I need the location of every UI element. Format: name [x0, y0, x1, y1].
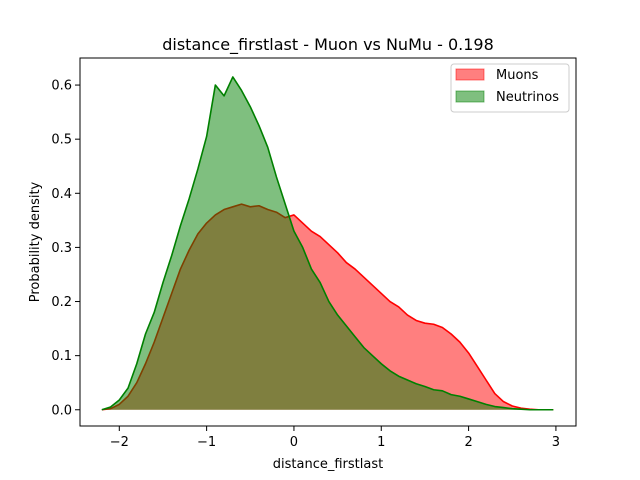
y-tick-label: 0.3 [51, 241, 72, 256]
legend-swatch-neutrinos [455, 90, 485, 103]
legend-label-muons: Muons [496, 68, 539, 83]
y-tick-label: 0.5 [51, 133, 72, 148]
series-layer [101, 76, 554, 411]
x-tick-label: 2 [464, 435, 472, 450]
y-tick-label: 0.2 [51, 295, 72, 310]
x-tick-label: 3 [552, 435, 560, 450]
x-tick-label: 0 [290, 435, 298, 450]
y-tick-label: 0.1 [51, 349, 72, 364]
y-tick-label: 0.6 [51, 79, 72, 94]
legend-swatch-muons [455, 68, 485, 81]
y-tick-label: 0.4 [51, 187, 72, 202]
x-tick-label: −1 [197, 435, 216, 450]
area-neutrinos [101, 76, 554, 410]
legend-label-neutrinos: Neutrinos [496, 90, 559, 105]
x-axis-label: distance_firstlast [273, 457, 383, 472]
y-axis-ticks: 0.0 0.1 0.2 0.3 0.4 0.5 0.6 [51, 79, 80, 418]
x-tick-label: −2 [110, 435, 129, 450]
legend: Muons Neutrinos [450, 63, 570, 113]
y-axis-label: Probability density [28, 181, 43, 302]
chart-title: distance_firstlast - Muon vs NuMu - 0.19… [162, 35, 494, 55]
plot-frame [79, 57, 577, 427]
line-neutrinos [101, 76, 554, 411]
x-axis-ticks: −2 −1 0 1 2 3 [110, 426, 560, 450]
y-tick-label: 0.0 [51, 403, 72, 418]
x-tick-label: 1 [377, 435, 385, 450]
